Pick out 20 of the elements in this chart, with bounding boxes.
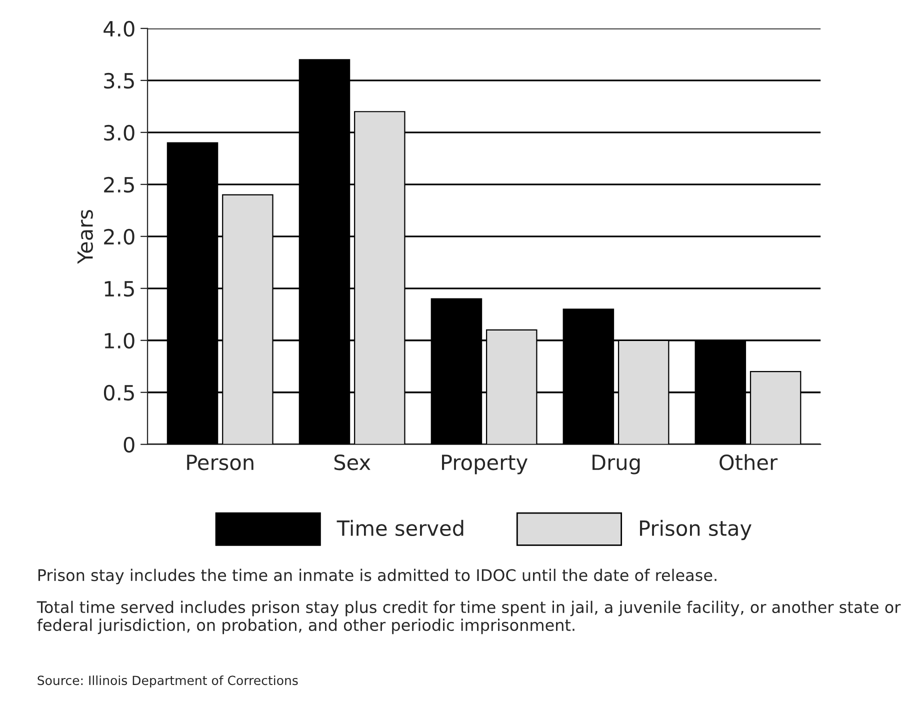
y-axis-title: Years (78, 210, 93, 264)
y-tick-label: 3.5 (104, 72, 134, 89)
source-note: Source: Illinois Department of Corrections (38, 675, 298, 688)
y-tick-label: 2.0 (104, 228, 134, 245)
text: Total time served includes prison stay plus credit for time spent in jail, a juvenile facility, or another state or federal jurisdiction, on probation, and other periodic imprisonment. (36, 600, 901, 634)
legend-label: Time served (336, 520, 464, 536)
y-tick-label: 1.5 (104, 281, 134, 297)
y-tick-label: 2.5 (104, 176, 134, 193)
y-tick-label: 1.0 (104, 332, 134, 349)
y-tick-label: 0 (124, 436, 134, 453)
x-tick-label: Other (720, 454, 778, 470)
y-tick-label: 0.5 (104, 384, 134, 401)
x-tick-label: Property (442, 454, 528, 474)
legend-label: Prison stay (640, 520, 752, 540)
y-tick-label: 4.0 (104, 20, 134, 37)
x-tick-label: Drug (592, 454, 640, 474)
y-tick-label: 3.0 (104, 124, 134, 141)
x-tick-label: Person (187, 454, 254, 470)
text: Prison stay includes the time an inmate is admitted to IDOC until the date of release. (38, 568, 716, 584)
x-tick-label: Sex (334, 454, 370, 470)
